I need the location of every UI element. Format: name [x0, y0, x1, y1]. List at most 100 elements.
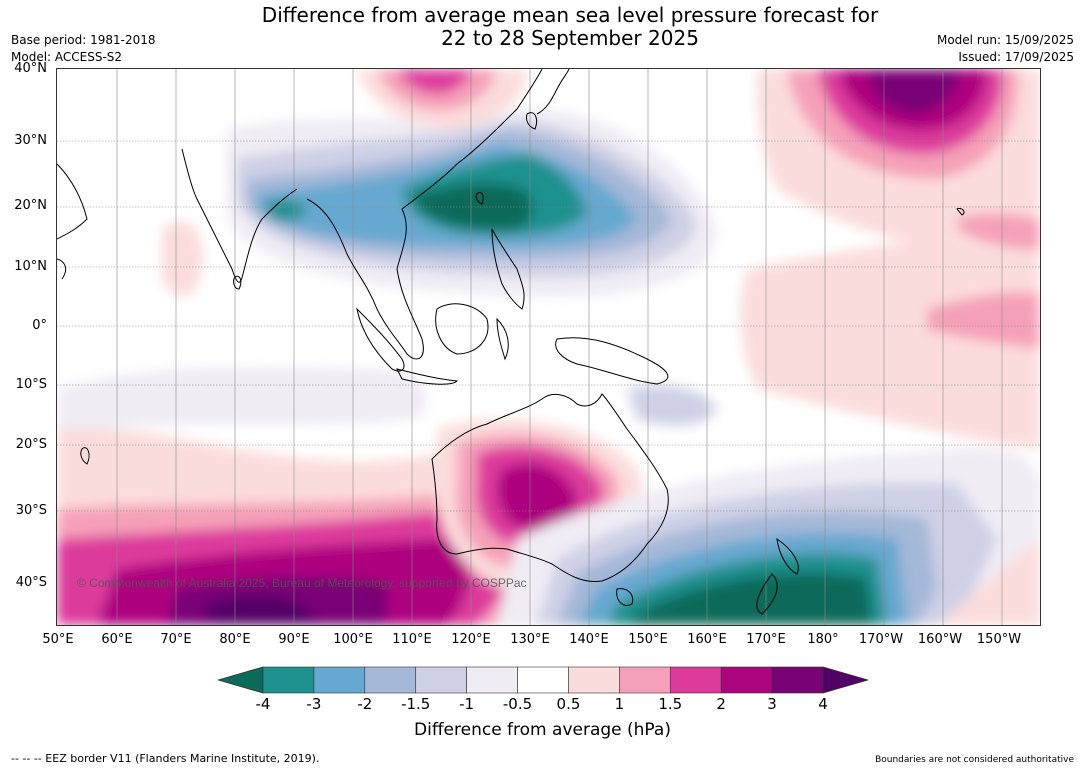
coast-arabia — [57, 163, 88, 240]
anomaly-southeast-pink — [937, 539, 1040, 625]
colorbar-tick-label: -1 — [459, 695, 475, 713]
lon-label: 90°E — [278, 632, 310, 647]
colorbar-tick-label: 3 — [767, 695, 777, 713]
copyright-notice: © Commonwealth of Australia 2025, Bureau… — [77, 576, 527, 590]
colorbar-swatch — [262, 666, 315, 694]
anomaly-tropical-pacific-pink — [740, 219, 1040, 449]
colorbar-swatch — [415, 666, 467, 694]
lat-label: 20°N — [14, 198, 47, 213]
model-name: Model: ACCESS-S2 — [11, 50, 123, 64]
lat-label: 10°N — [14, 259, 47, 274]
lon-label: 140°E — [569, 632, 609, 647]
anomaly-arabian-pink — [162, 221, 203, 297]
colorbar-label: Difference from average (hPa) — [414, 720, 671, 740]
anomaly-tropical-pacific-pos2 — [957, 213, 1040, 250]
colorbar-tick-label: 2 — [716, 695, 726, 713]
colorbar-tick-label: 4 — [818, 695, 828, 713]
model-info: Base period: 1981-2018 Model: ACCESS-S2 — [11, 32, 156, 66]
coast-new-guinea — [555, 337, 669, 385]
colorbar-swatch — [619, 666, 671, 694]
colorbar-extend-low — [218, 666, 264, 694]
coast-sulawesi — [496, 317, 509, 361]
lon-label: 170°W — [858, 632, 904, 647]
run-info: Model run: 15/09/2025 Issued: 17/09/2025 — [937, 32, 1074, 66]
map-title: Difference from average mean sea level p… — [200, 4, 940, 50]
lat-label: 40°N — [14, 61, 47, 76]
colorbar-tick-label: -3 — [306, 695, 322, 713]
anomaly-tasman-neg5 — [627, 572, 872, 625]
lat-label: 30°S — [15, 503, 47, 518]
coastlines — [57, 69, 965, 615]
lon-label: 170°E — [746, 632, 786, 647]
colorbar-swatch — [364, 666, 417, 694]
anomaly-coral-neg — [627, 385, 717, 426]
colorbar-swatch — [466, 666, 518, 694]
lon-label: 130°E — [510, 632, 550, 647]
colorbar-tick-label: 1.5 — [658, 695, 683, 713]
coast-sri-lanka — [233, 275, 242, 290]
eez-border-note: -- -- -- EEZ border V11 (Flanders Marine… — [11, 752, 320, 765]
lon-label: 70°E — [160, 632, 192, 647]
title-line-1: Difference from average mean sea level p… — [261, 3, 879, 27]
graticule — [57, 69, 1040, 625]
lon-label: 120°E — [451, 632, 491, 647]
colorbar-tick-label: 1 — [614, 695, 625, 713]
colorbar-tick-label: -4 — [255, 695, 271, 713]
colorbar — [218, 666, 868, 694]
lon-label: 50°E — [42, 632, 74, 647]
coast-china — [401, 69, 543, 210]
anomaly-tropical-pacific-pos1 — [927, 292, 1040, 349]
pressure-anomaly-map: © Commonwealth of Australia 2025, Bureau… — [57, 69, 1040, 625]
map-area: © Commonwealth of Australia 2025, Bureau… — [56, 68, 1041, 626]
coast-borneo — [435, 303, 489, 355]
lat-label: 10°S — [15, 377, 47, 392]
model-run: Model run: 15/09/2025 — [936, 33, 1074, 47]
base-period: Base period: 1981-2018 — [11, 33, 156, 47]
colorbar-swatch — [313, 666, 366, 694]
lon-label: 100°E — [333, 632, 373, 647]
coast-australia — [431, 393, 669, 583]
colorbar-tick-label: -1.5 — [401, 695, 431, 713]
anomaly-south-indian-pos5 — [207, 595, 317, 625]
anomaly-australia-pos3 — [497, 463, 577, 531]
colorbar-swatch — [568, 666, 620, 694]
lon-label: 60°E — [101, 632, 133, 647]
coast-java — [396, 368, 459, 385]
coast-korea — [526, 112, 538, 130]
lon-label: 110°E — [392, 632, 432, 647]
colorbar-swatch — [720, 666, 773, 694]
issued-date: Issued: 17/09/2025 — [958, 50, 1074, 64]
coast-taiwan — [475, 191, 484, 205]
colorbar-tick-label: -2 — [357, 695, 373, 713]
title-line-2: 22 to 28 September 2025 — [441, 26, 699, 50]
lon-label: 150°E — [628, 632, 668, 647]
boundaries-disclaimer: Boundaries are not considered authoritat… — [875, 755, 1074, 765]
anomaly-indian-neg-band — [57, 367, 427, 429]
lon-label: 160°E — [687, 632, 727, 647]
lat-label: 0° — [32, 318, 47, 333]
lon-label: 160°W — [917, 632, 963, 647]
colorbar-tick-label: -0.5 — [502, 695, 533, 713]
lon-label: 150°W — [976, 632, 1022, 647]
colorbar-tick-label: 0.5 — [556, 695, 581, 713]
lon-label: 180° — [807, 632, 839, 647]
coast-sumatra — [356, 307, 405, 372]
anomaly-japan-pos2 — [397, 69, 472, 94]
coast-indochina — [306, 198, 424, 360]
coast-philippines — [491, 228, 525, 310]
colorbar-extend-high — [822, 666, 868, 694]
lat-label: 20°S — [15, 437, 47, 452]
coast-africa-horn — [57, 258, 67, 280]
lat-label: 40°S — [15, 575, 47, 590]
coast-tasmania — [616, 588, 634, 606]
colorbar-swatch — [517, 666, 569, 694]
coast-hawaii — [956, 208, 965, 216]
coast-japan — [536, 69, 570, 115]
coast-india — [181, 148, 298, 283]
colorbar-swatch — [669, 666, 722, 694]
lon-label: 80°E — [219, 632, 251, 647]
anomaly-north-pacific-pos4 — [867, 69, 962, 114]
coast-nz-north — [776, 537, 799, 575]
lat-label: 30°N — [14, 133, 47, 148]
colorbar-swatch — [771, 666, 824, 694]
